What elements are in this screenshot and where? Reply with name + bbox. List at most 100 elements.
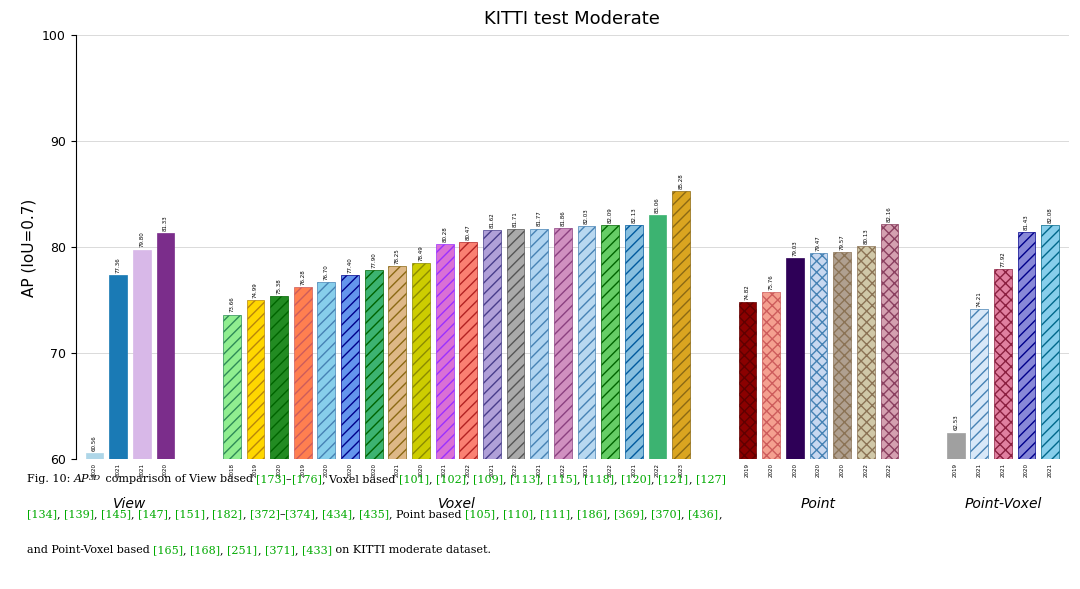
Bar [786, 257, 804, 459]
Bar [389, 266, 406, 459]
Text: 2021: 2021 [442, 462, 447, 477]
Text: 2021: 2021 [976, 462, 982, 477]
Bar [1017, 232, 1036, 459]
Text: 77.40: 77.40 [348, 257, 352, 273]
Text: [101]: [101] [399, 474, 429, 484]
Text: ,: , [577, 474, 584, 484]
Text: 82.03: 82.03 [584, 208, 589, 224]
Text: 2019: 2019 [745, 462, 750, 477]
Bar [157, 233, 174, 459]
Text: 74.21: 74.21 [976, 291, 982, 307]
Text: ,: , [689, 474, 696, 484]
Text: 2021: 2021 [537, 462, 542, 477]
Text: 82.16: 82.16 [887, 207, 892, 223]
Text: and Point-Voxel based: and Point-Voxel based [27, 545, 153, 555]
Text: –: – [280, 509, 285, 519]
Text: 62.53: 62.53 [954, 415, 958, 431]
Text: [176]: [176] [292, 474, 322, 484]
Bar [530, 229, 549, 459]
Bar [673, 191, 690, 459]
Text: ,: , [651, 474, 659, 484]
Text: 2022: 2022 [863, 462, 868, 477]
Text: Point: Point [801, 497, 836, 511]
Text: 2022: 2022 [561, 462, 566, 477]
Bar [947, 432, 964, 459]
Text: ,: , [496, 509, 502, 519]
Text: 2021: 2021 [116, 462, 121, 477]
Bar [880, 224, 899, 459]
Text: , Voxel based: , Voxel based [322, 474, 399, 484]
Text: 2021: 2021 [1048, 462, 1053, 477]
Text: [113]: [113] [510, 474, 540, 484]
Text: [436]: [436] [688, 509, 718, 519]
Text: comparison of View based: comparison of View based [102, 474, 256, 484]
Text: 83.06: 83.06 [656, 197, 660, 213]
Text: View: View [113, 497, 147, 511]
Text: ,: , [532, 509, 540, 519]
Text: [109]: [109] [473, 474, 503, 484]
Text: 82.08: 82.08 [1048, 207, 1053, 223]
Text: [151]: [151] [175, 509, 205, 519]
Text: 81.33: 81.33 [163, 216, 168, 231]
Text: 2022: 2022 [513, 462, 518, 477]
Text: 2023: 2023 [678, 462, 684, 477]
Text: [371]: [371] [265, 545, 295, 555]
Bar [602, 225, 619, 459]
Text: ,: , [718, 509, 721, 519]
Text: Voxel: Voxel [437, 497, 475, 511]
Text: [374]: [374] [285, 509, 315, 519]
Text: 77.92: 77.92 [1000, 252, 1005, 267]
Text: 2021: 2021 [395, 462, 400, 477]
Text: ,: , [243, 509, 249, 519]
Bar [739, 302, 756, 459]
Bar [459, 243, 477, 459]
Text: 2020: 2020 [418, 462, 423, 477]
Bar [834, 252, 851, 459]
Bar [856, 246, 875, 459]
Text: ,: , [57, 509, 64, 519]
Text: 2020: 2020 [793, 462, 797, 477]
Bar [971, 309, 988, 459]
Bar [318, 282, 335, 459]
Text: ,: , [295, 545, 301, 555]
Bar [578, 226, 595, 459]
Text: 81.77: 81.77 [537, 211, 542, 227]
Text: [110]: [110] [502, 509, 532, 519]
Text: [120]: [120] [621, 474, 651, 484]
Text: ,: , [644, 509, 651, 519]
Bar [625, 225, 643, 459]
Text: 80.13: 80.13 [863, 228, 868, 244]
Text: [168]: [168] [190, 545, 220, 555]
Text: 77.90: 77.90 [372, 252, 376, 267]
Text: [118]: [118] [584, 474, 615, 484]
Text: 2022: 2022 [887, 462, 892, 477]
Text: 75.76: 75.76 [769, 274, 773, 290]
Text: 2020: 2020 [324, 462, 329, 477]
Title: KITTI test Moderate: KITTI test Moderate [485, 10, 660, 28]
Bar [810, 253, 827, 459]
Text: 82.13: 82.13 [632, 207, 636, 223]
Text: 2020: 2020 [163, 462, 168, 477]
Text: [115]: [115] [546, 474, 577, 484]
Text: 73.66: 73.66 [229, 297, 234, 313]
Text: [182]: [182] [213, 509, 243, 519]
Text: 2021: 2021 [632, 462, 636, 477]
Text: [139]: [139] [64, 509, 94, 519]
Text: ,: , [607, 509, 615, 519]
Text: 75.38: 75.38 [276, 279, 282, 294]
Text: 80.28: 80.28 [442, 227, 447, 242]
Text: ,: , [681, 509, 688, 519]
Text: 81.62: 81.62 [489, 212, 495, 228]
Text: ,: , [94, 509, 102, 519]
Text: 81.86: 81.86 [561, 210, 566, 226]
Text: 85.28: 85.28 [678, 174, 684, 189]
Text: ,: , [220, 545, 228, 555]
Text: 2021: 2021 [489, 462, 495, 477]
Text: [165]: [165] [153, 545, 184, 555]
Text: 78.49: 78.49 [418, 246, 423, 262]
Text: [372]: [372] [249, 509, 280, 519]
Text: ,: , [168, 509, 175, 519]
Text: ,: , [132, 509, 138, 519]
Text: 2020: 2020 [348, 462, 352, 477]
Text: [370]: [370] [651, 509, 681, 519]
